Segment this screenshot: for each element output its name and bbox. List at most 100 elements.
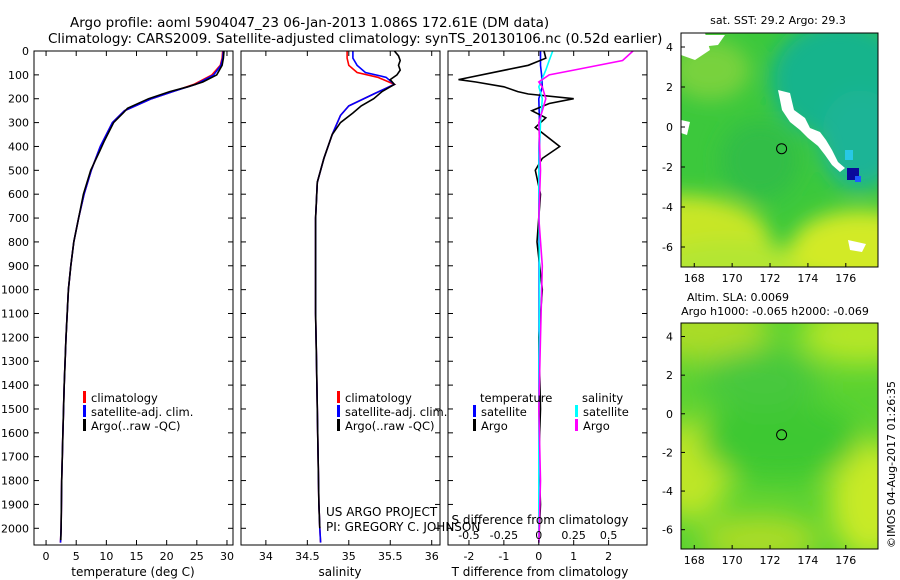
s-tick-label: 0	[535, 529, 542, 542]
series-line-satellite-adj-clim-	[314, 51, 396, 543]
y-tick-label: 1400	[1, 379, 29, 392]
x-tick-label: 35	[342, 550, 356, 563]
s-tick-label: 0.25	[561, 529, 586, 542]
sla-map-panel: Altim. SLA: 0.0069 Argo h1000: -0.065 h2…	[662, 291, 879, 567]
difference-legend: temperature salinitysatelliteArgosatellit…	[473, 391, 629, 433]
y-tick-label: 1500	[1, 403, 29, 416]
project-credit: US ARGO PROJECT	[326, 505, 438, 519]
legend-label: Argo(..raw -QC)	[345, 419, 435, 433]
legend-swatch	[575, 405, 578, 417]
temperature-ticks: 0 5 10 15 20 25 300100200300400500600700800900…	[1, 45, 234, 563]
legend-swatch	[337, 419, 340, 431]
x-tick-label: 30	[220, 550, 234, 563]
y-tick-label: 700	[8, 212, 29, 225]
y-tick-label: 500	[8, 164, 29, 177]
difference-ticks: -2 -1 0 1 2 -0.5 -0.25 0 0.25 0.5	[448, 50, 647, 563]
y-tick-label: 200	[8, 93, 29, 106]
temperature-panel: 0 5 10 15 20 25 300100200300400500600700800900…	[1, 45, 234, 579]
x-tick-label: 0	[535, 550, 542, 563]
legend-swatch	[337, 405, 340, 417]
x-tick-label: 0	[43, 550, 50, 563]
difference-panel: -2 -1 0 1 2 -0.5 -0.25 0 0.25 0.5 S difference fr…	[447, 50, 648, 579]
map-x-tick-label: 168	[684, 272, 705, 285]
x-tick-label: 10	[99, 550, 113, 563]
map-y-tick-label: -4	[662, 485, 673, 498]
y-tick-label: 1300	[1, 355, 29, 368]
figure-title-line2: Climatology: CARS2009. Satellite-adjuste…	[48, 31, 662, 47]
sst-map-image	[681, 33, 878, 267]
legend-header: salinity	[582, 391, 623, 405]
y-tick-label: 1900	[1, 498, 29, 511]
map-y-tick-label: 2	[666, 81, 673, 94]
difference-axes-frame	[447, 50, 648, 546]
map-y-tick-label: 2	[666, 369, 673, 382]
map-y-tick-label: 4	[666, 41, 673, 54]
legend-label: climatology	[91, 391, 158, 405]
y-tick-label: 1800	[1, 475, 29, 488]
series-line-salinity-argo	[537, 51, 634, 543]
sst-argo-location-marker	[776, 143, 788, 155]
series-line-climatology	[314, 51, 397, 543]
sla-map-image	[681, 323, 878, 549]
series-line-salinity-satellite	[537, 51, 554, 543]
sla-map-ticks: 168 170 172 174 176 4 2 0 -2 -4 -6	[662, 331, 856, 567]
t-difference-xlabel: T difference from climatology	[451, 565, 629, 579]
x-tick-label: -1	[498, 550, 509, 563]
sla-map-frame	[680, 322, 879, 550]
pi-credit: PI: GREGORY C. JOHNSON	[326, 520, 480, 534]
x-tick-label: -2	[463, 550, 474, 563]
x-tick-label: 36	[425, 550, 439, 563]
sst-map-ticks: 168 170 172 174 176 4 2 0 -2 -4 -6	[662, 41, 856, 285]
series-line-temperature-argo	[458, 51, 574, 541]
s-tick-label: -0.25	[490, 529, 518, 542]
x-tick-label: 34.5	[295, 550, 320, 563]
s-tick-label: -0.5	[458, 529, 479, 542]
temperature-plot-area	[59, 51, 225, 543]
y-tick-label: 1600	[1, 427, 29, 440]
series-line-argo-raw-qc-	[314, 51, 402, 529]
temperature-xlabel: temperature (deg C)	[71, 565, 194, 579]
temperature-axes-frame	[33, 50, 234, 546]
map-x-tick-label: 170	[722, 554, 743, 567]
legend-label: Argo	[481, 419, 508, 433]
x-tick-label: 20	[160, 550, 174, 563]
x-tick-label: 35.5	[378, 550, 403, 563]
map-x-tick-label: 174	[797, 554, 818, 567]
salinity-plot-area	[314, 51, 402, 543]
map-x-tick-label: 168	[684, 554, 705, 567]
x-tick-label: 1	[570, 550, 577, 563]
legend-label: satellite-adj. clim.	[91, 405, 193, 419]
imos-timestamp: ©IMOS 04-Aug-2017 01:26:35	[885, 381, 898, 548]
legend-swatch	[337, 391, 340, 403]
y-tick-label: 900	[8, 260, 29, 273]
y-tick-label: 1200	[1, 331, 29, 344]
map-x-tick-label: 170	[722, 272, 743, 285]
series-line-climatology	[59, 51, 224, 543]
legend-swatch	[83, 391, 86, 403]
salinity-panel: 34 34.5 35 35.5 36 salinity climatologysatel…	[240, 50, 480, 579]
legend-swatch	[575, 419, 578, 431]
x-tick-label: 34	[259, 550, 273, 563]
sst-map-frame	[680, 32, 879, 268]
figure-title-line1: Argo profile: aoml 5904047_23 06-Jan-201…	[70, 15, 549, 31]
map-y-tick-label: -4	[662, 201, 673, 214]
map-y-tick-label: -2	[662, 446, 673, 459]
x-tick-label: 2	[605, 550, 612, 563]
x-tick-label: 25	[190, 550, 204, 563]
salinity-axes-frame	[240, 50, 441, 546]
sst-map-title: sat. SST: 29.2 Argo: 29.3	[710, 14, 846, 27]
y-tick-label: 1700	[1, 451, 29, 464]
map-y-tick-label: 0	[666, 121, 673, 134]
sst-map-panel: sat. SST: 29.2 Argo: 29.3 168 170 172 174 17…	[662, 14, 879, 285]
salinity-xlabel: salinity	[318, 565, 361, 579]
y-tick-label: 2000	[1, 522, 29, 535]
map-x-tick-label: 174	[797, 272, 818, 285]
map-y-tick-label: 4	[666, 331, 673, 344]
s-tick-label: 0.5	[600, 529, 618, 542]
legend-label: Argo	[583, 419, 610, 433]
x-tick-label: 5	[73, 550, 80, 563]
legend-label: satellite-adj. clim.	[345, 405, 447, 419]
